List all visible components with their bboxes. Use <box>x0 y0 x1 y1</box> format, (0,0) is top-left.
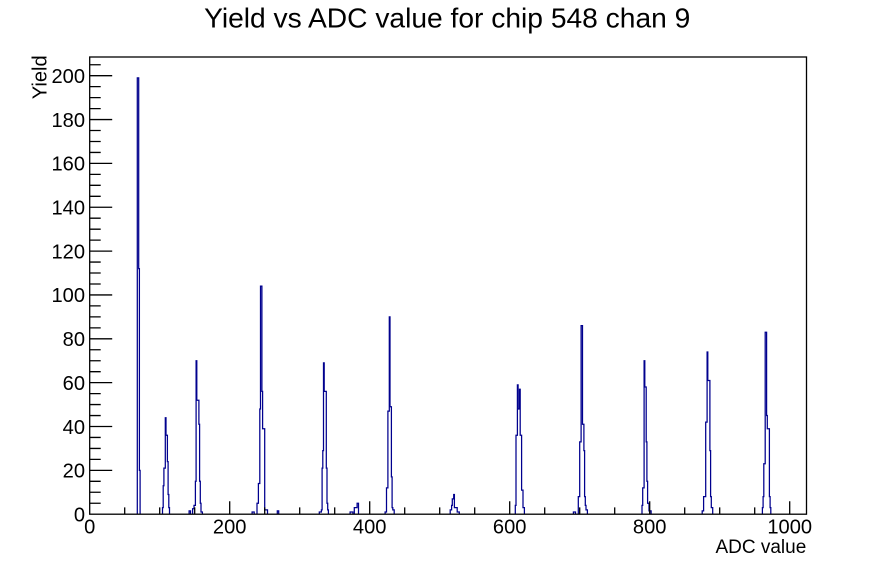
svg-text:0: 0 <box>84 516 95 538</box>
svg-text:1000: 1000 <box>767 516 812 538</box>
svg-text:200: 200 <box>213 516 247 538</box>
svg-text:40: 40 <box>63 417 85 439</box>
svg-text:Yield: Yield <box>29 55 51 99</box>
svg-text:180: 180 <box>51 110 85 132</box>
svg-text:800: 800 <box>633 516 667 538</box>
svg-text:60: 60 <box>63 373 85 395</box>
svg-text:400: 400 <box>353 516 387 538</box>
svg-text:100: 100 <box>51 285 85 307</box>
svg-text:140: 140 <box>51 198 85 220</box>
svg-text:600: 600 <box>493 516 527 538</box>
svg-text:ADC value: ADC value <box>715 537 806 558</box>
svg-text:120: 120 <box>51 241 85 263</box>
svg-text:20: 20 <box>63 461 85 483</box>
svg-text:200: 200 <box>51 66 85 88</box>
svg-text:Yield vs ADC value for chip 54: Yield vs ADC value for chip 548 chan 9 <box>204 2 690 34</box>
svg-text:80: 80 <box>63 329 85 351</box>
svg-text:0: 0 <box>74 505 85 527</box>
svg-text:160: 160 <box>51 154 85 176</box>
